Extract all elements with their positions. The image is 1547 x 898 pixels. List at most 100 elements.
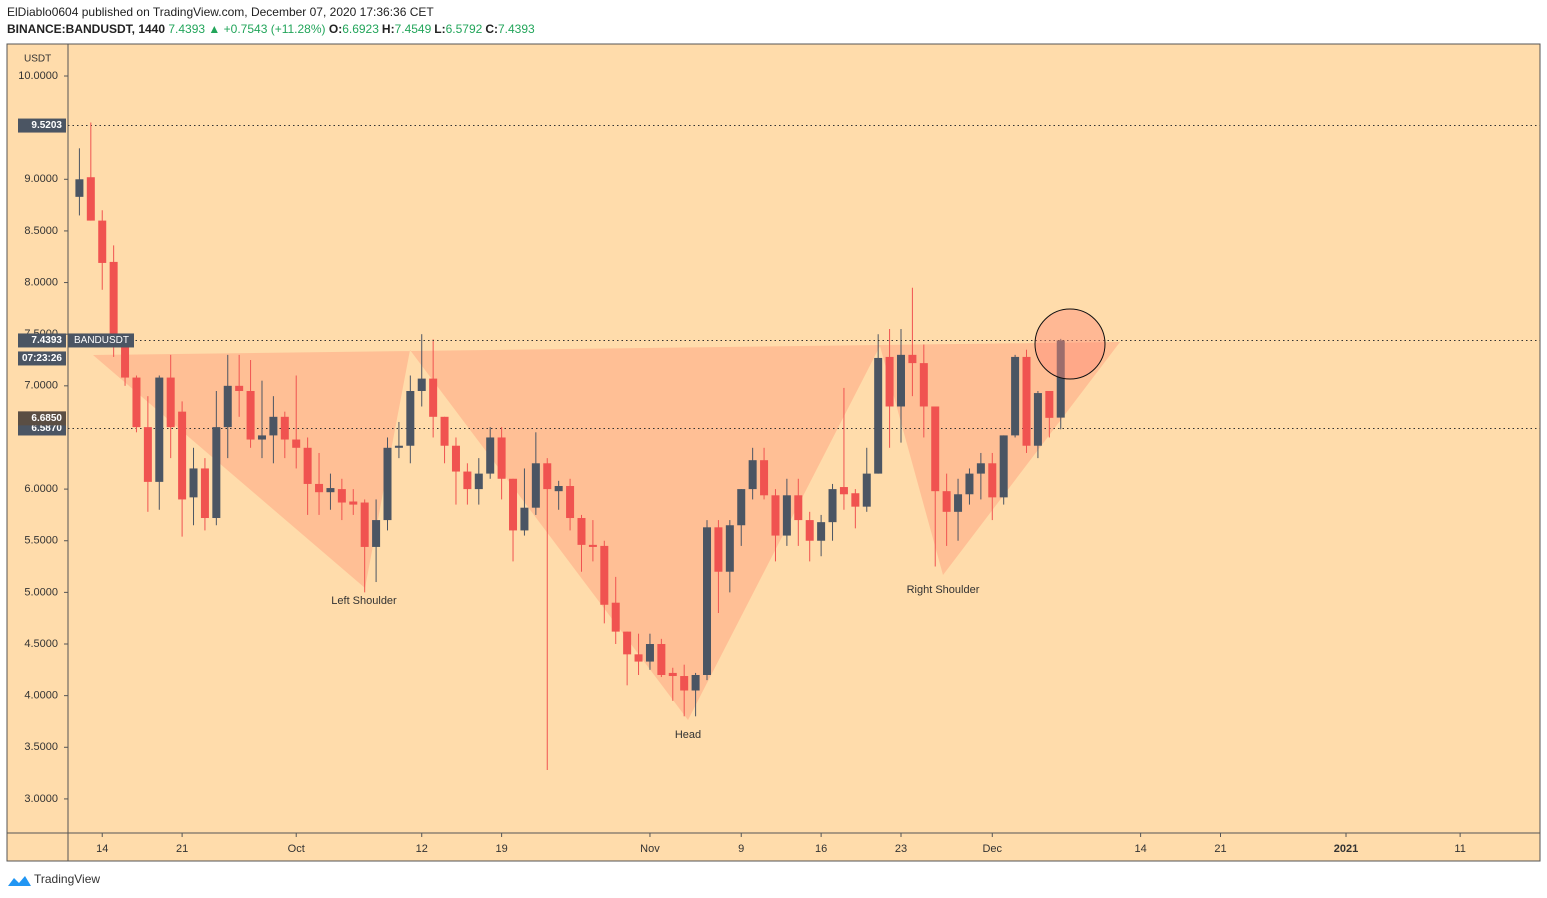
candle-body (463, 471, 472, 490)
candle-body (257, 435, 266, 440)
candle-body (520, 507, 529, 531)
candle-body (554, 486, 563, 492)
candle-body (178, 411, 187, 500)
candle-body (486, 437, 495, 474)
candle-body (269, 416, 278, 436)
x-tick-label: Dec (982, 843, 1002, 855)
candle-body (714, 527, 723, 572)
candle-body (280, 416, 289, 440)
candle-body (451, 445, 460, 472)
candle-body (543, 463, 552, 490)
candle-body (931, 406, 940, 492)
ohlc-label: O: (328, 22, 343, 36)
candle-body (315, 483, 324, 493)
candle-body (828, 489, 837, 523)
annotation: Left Shoulder (331, 595, 397, 607)
candle-body (588, 544, 597, 547)
hline-label: 9.5203 (31, 120, 62, 131)
candle-body (634, 654, 643, 662)
candle-body (999, 435, 1008, 498)
ohlc-value: 6.5792 (445, 22, 483, 36)
logo (8, 876, 31, 886)
candle-body (577, 518, 586, 545)
candle-body (246, 390, 255, 440)
candle-body (771, 495, 780, 536)
candle-body (680, 676, 689, 691)
candle-body (440, 416, 449, 446)
candle-body (805, 520, 814, 541)
open-label-box (18, 411, 66, 426)
candle-body (737, 489, 746, 526)
y-tick-label: 5.5000 (24, 535, 58, 547)
candle-body (691, 674, 700, 691)
symbol-line: BINANCE:BANDUSDT, 1440 7.4393 ▲ +0.7543 … (7, 22, 538, 36)
symbol: BINANCE:BANDUSDT, 1440 (7, 22, 166, 36)
candle-body (623, 631, 632, 655)
candle-body (725, 525, 734, 572)
y-tick-label: 4.5000 (24, 638, 58, 650)
candle-body (600, 545, 609, 605)
candle-body (908, 354, 917, 364)
candle-body (109, 261, 118, 341)
candle-body (1022, 356, 1031, 446)
candle-body (965, 473, 974, 495)
x-tick-label: Nov (640, 843, 660, 855)
candle-body (1056, 340, 1065, 418)
symbol-tag: BANDUSDT (74, 335, 129, 346)
candle-body (794, 495, 803, 521)
x-tick-label: Oct (288, 843, 305, 855)
candle-body (417, 378, 426, 391)
price-label-box (18, 333, 66, 348)
candle-body (223, 385, 232, 428)
x-tick-label: 19 (495, 843, 507, 855)
candle-body (86, 177, 95, 221)
x-tick-label: 14 (96, 843, 108, 855)
annotation: Right Shoulder (907, 584, 980, 596)
price-label: 7.4393 (31, 335, 62, 346)
y-tick-label: 3.0000 (24, 793, 58, 805)
candle-body (919, 363, 928, 407)
candle-body (121, 340, 130, 378)
candle-body (394, 445, 403, 448)
x-tick-label: 9 (738, 843, 744, 855)
candle-body (474, 473, 483, 490)
x-tick-label: 21 (1214, 843, 1226, 855)
countdown: 07:23:26 (22, 353, 62, 364)
candle-body (885, 356, 894, 407)
y-tick-label: 3.5000 (24, 741, 58, 753)
marks (68, 122, 1540, 771)
candle-body (657, 644, 666, 675)
candle-body (942, 491, 951, 512)
ohlc-label: H: (381, 22, 395, 36)
candle-body (874, 357, 883, 474)
change: +0.7543 (+11.28%) (223, 22, 326, 36)
y-tick-label: 8.0000 (24, 276, 58, 288)
annotation: Head (675, 729, 701, 741)
ohlc-label: L: (434, 22, 446, 36)
candle-body (817, 522, 826, 541)
candle-body (75, 179, 84, 197)
candle-body (155, 377, 164, 482)
candle-body (976, 463, 985, 474)
x-tick-label: 23 (895, 843, 907, 855)
candle-body (235, 385, 244, 391)
candle-body (429, 378, 438, 417)
hline-label-box (18, 118, 66, 133)
candle-body (851, 493, 860, 507)
footer-brand: TradingView (34, 872, 100, 886)
candle-body (566, 486, 575, 519)
symbol-tag-box (68, 333, 134, 348)
open-label: 6.6850 (31, 413, 62, 424)
candle-body (988, 463, 997, 498)
ohlc-value: 7.4393 (497, 22, 535, 36)
countdown-box (18, 351, 66, 366)
candle-body (337, 489, 346, 503)
y-tick-label: 7.0000 (24, 380, 58, 392)
ohlc-label: C: (485, 22, 498, 36)
y-tick-label: 10.0000 (18, 70, 58, 82)
candle-body (132, 377, 141, 428)
candle-body (748, 460, 757, 490)
candle-body (497, 437, 506, 479)
y-tick-label: 9.0000 (24, 173, 58, 185)
